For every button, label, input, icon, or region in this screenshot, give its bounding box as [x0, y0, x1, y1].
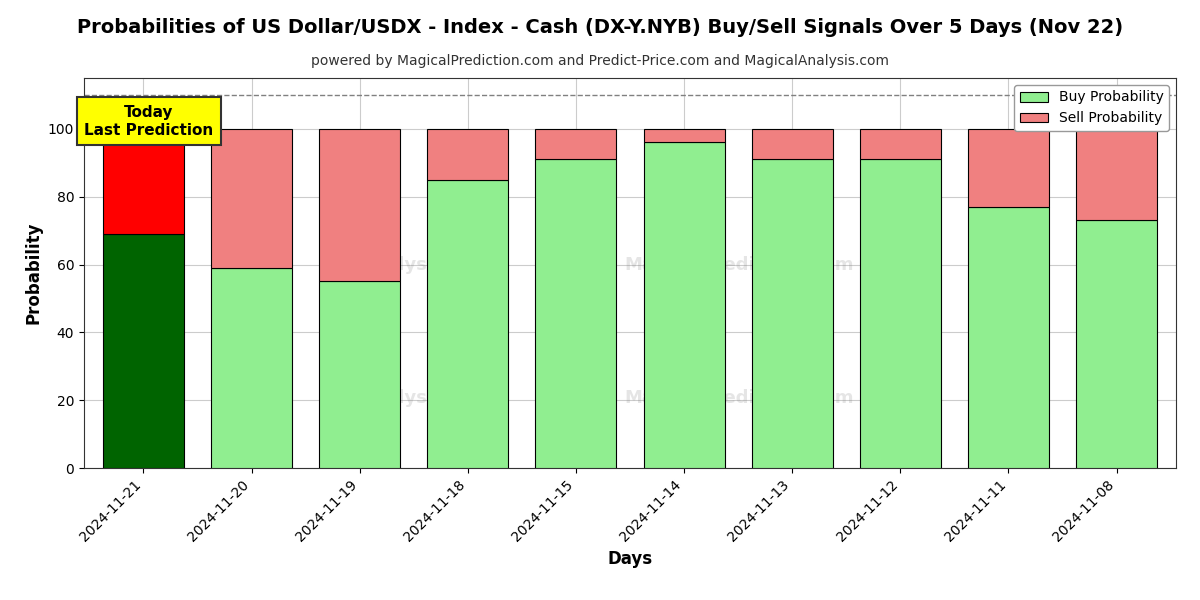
- Bar: [535, 160, 617, 468]
- Bar: [103, 234, 184, 468]
- Y-axis label: Probability: Probability: [24, 222, 42, 324]
- Bar: [859, 160, 941, 468]
- Bar: [751, 129, 833, 160]
- Text: calAnalysis.com: calAnalysis.com: [331, 256, 492, 274]
- Text: powered by MagicalPrediction.com and Predict-Price.com and MagicalAnalysis.com: powered by MagicalPrediction.com and Pre…: [311, 54, 889, 68]
- Text: MagicalPrediction.com: MagicalPrediction.com: [624, 256, 854, 274]
- Bar: [968, 129, 1049, 207]
- Legend: Buy Probability, Sell Probability: Buy Probability, Sell Probability: [1014, 85, 1169, 131]
- Text: Today
Last Prediction: Today Last Prediction: [84, 105, 214, 137]
- Text: calAnalysis.com: calAnalysis.com: [331, 389, 492, 407]
- Bar: [319, 129, 401, 281]
- Bar: [427, 180, 509, 468]
- X-axis label: Days: Days: [607, 550, 653, 568]
- Bar: [427, 129, 509, 180]
- Bar: [211, 129, 292, 268]
- Bar: [319, 281, 401, 468]
- Bar: [643, 129, 725, 142]
- Bar: [751, 160, 833, 468]
- Bar: [1076, 220, 1157, 468]
- Bar: [859, 129, 941, 160]
- Bar: [643, 142, 725, 468]
- Bar: [103, 129, 184, 234]
- Bar: [211, 268, 292, 468]
- Text: Probabilities of US Dollar/USDX - Index - Cash (DX-Y.NYB) Buy/Sell Signals Over : Probabilities of US Dollar/USDX - Index …: [77, 18, 1123, 37]
- Text: MagicalPrediction.com: MagicalPrediction.com: [624, 389, 854, 407]
- Bar: [968, 207, 1049, 468]
- Bar: [535, 129, 617, 160]
- Bar: [1076, 129, 1157, 220]
